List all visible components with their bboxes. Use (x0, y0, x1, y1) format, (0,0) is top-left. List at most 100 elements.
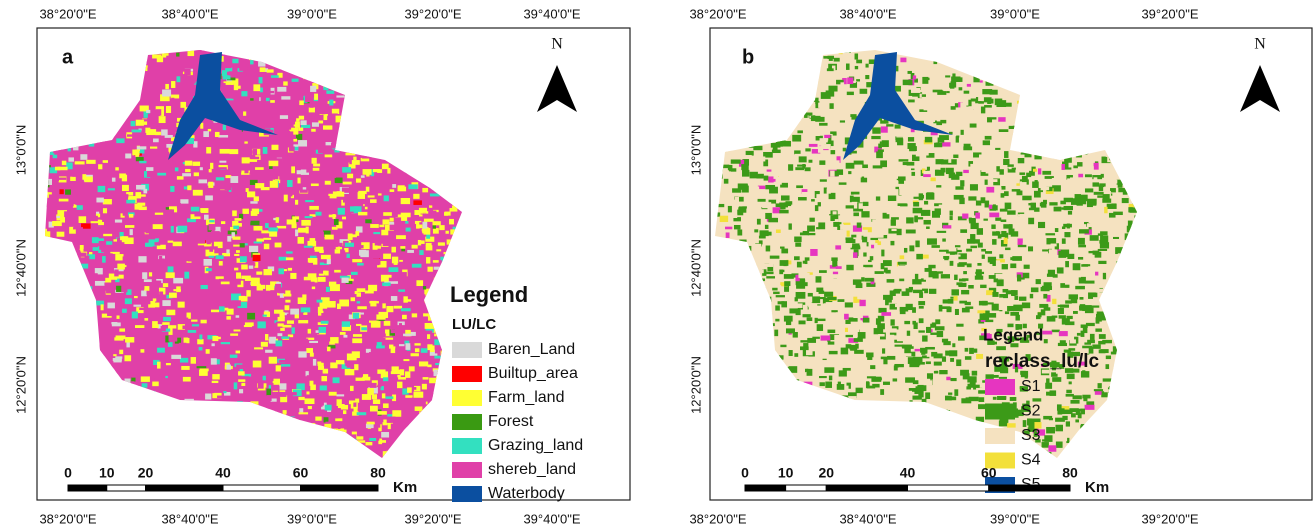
land-patch (773, 207, 781, 213)
land-patch (1105, 69, 1113, 72)
land-patch (751, 423, 754, 429)
land-patch (881, 312, 891, 316)
land-patch (1109, 386, 1115, 393)
land-patch (294, 124, 299, 126)
land-patch (168, 342, 173, 347)
land-patch (753, 203, 761, 205)
land-patch (967, 84, 971, 87)
land-patch (1058, 308, 1064, 314)
land-patch (814, 427, 821, 431)
land-patch (992, 120, 997, 127)
land-patch (1109, 62, 1117, 64)
land-patch (263, 147, 268, 154)
land-patch (132, 149, 139, 155)
land-patch (75, 447, 78, 453)
land-patch (851, 413, 859, 419)
land-patch (778, 444, 786, 450)
land-patch (72, 299, 77, 301)
land-patch (1087, 65, 1094, 68)
land-patch (90, 61, 98, 68)
land-patch (1114, 91, 1119, 96)
land-patch (228, 441, 237, 446)
land-patch (101, 370, 110, 376)
land-patch (401, 127, 411, 133)
land-patch (853, 69, 862, 74)
land-patch (102, 382, 109, 386)
land-patch (1124, 81, 1133, 83)
land-patch (85, 333, 93, 336)
land-patch (434, 333, 444, 336)
land-patch (818, 312, 826, 318)
land-patch (144, 149, 152, 155)
land-patch (157, 362, 161, 369)
land-patch (391, 151, 400, 155)
land-patch (382, 393, 385, 398)
land-patch (445, 404, 450, 407)
land-patch (310, 380, 314, 386)
land-patch (772, 379, 778, 386)
land-patch (130, 56, 134, 59)
land-patch (414, 151, 420, 158)
land-patch (427, 344, 432, 350)
land-patch (732, 188, 741, 192)
land-patch (353, 403, 356, 408)
land-patch (1109, 399, 1117, 401)
land-patch (53, 149, 62, 154)
land-patch (725, 49, 734, 52)
land-patch (974, 427, 978, 430)
land-patch (1132, 250, 1138, 253)
scale-segment (68, 485, 107, 491)
land-patch (1112, 100, 1116, 107)
land-patch (997, 396, 1006, 400)
land-patch (152, 199, 161, 205)
land-patch (740, 68, 744, 73)
land-patch (1096, 314, 1106, 321)
land-patch (861, 277, 864, 281)
land-patch (171, 226, 174, 233)
land-patch (406, 424, 415, 427)
land-patch (412, 387, 416, 390)
land-patch (200, 420, 205, 425)
land-patch (266, 285, 274, 291)
land-patch (1045, 53, 1050, 58)
land-patch (230, 340, 239, 344)
land-patch (111, 434, 120, 441)
land-patch (183, 377, 191, 382)
land-patch (279, 419, 288, 422)
land-patch (859, 300, 865, 306)
land-patch (260, 88, 263, 93)
land-patch (913, 197, 922, 199)
land-patch (423, 331, 433, 334)
land-patch (1061, 58, 1065, 61)
land-patch (336, 394, 344, 396)
land-patch (45, 152, 54, 155)
land-patch (333, 56, 341, 60)
land-patch (63, 322, 71, 328)
land-patch (745, 101, 750, 104)
land-patch (177, 76, 181, 82)
land-patch (949, 116, 958, 122)
land-patch (103, 160, 108, 163)
land-patch (365, 119, 368, 123)
land-patch (924, 220, 931, 225)
land-patch (752, 207, 755, 212)
land-patch (321, 255, 331, 259)
land-patch (292, 216, 299, 219)
land-patch (447, 239, 452, 244)
land-patch (976, 65, 979, 70)
land-patch (404, 324, 413, 328)
land-patch (166, 310, 175, 316)
land-patch (318, 309, 321, 316)
land-patch (423, 74, 431, 78)
land-patch (79, 80, 85, 82)
land-patch (254, 347, 263, 349)
land-patch (1104, 389, 1112, 392)
land-patch (931, 245, 939, 248)
land-patch (351, 456, 357, 459)
land-patch (340, 332, 346, 335)
land-patch (439, 409, 447, 416)
land-patch (1087, 340, 1095, 343)
land-patch (115, 304, 119, 309)
land-patch (68, 309, 75, 311)
land-patch (147, 171, 156, 177)
